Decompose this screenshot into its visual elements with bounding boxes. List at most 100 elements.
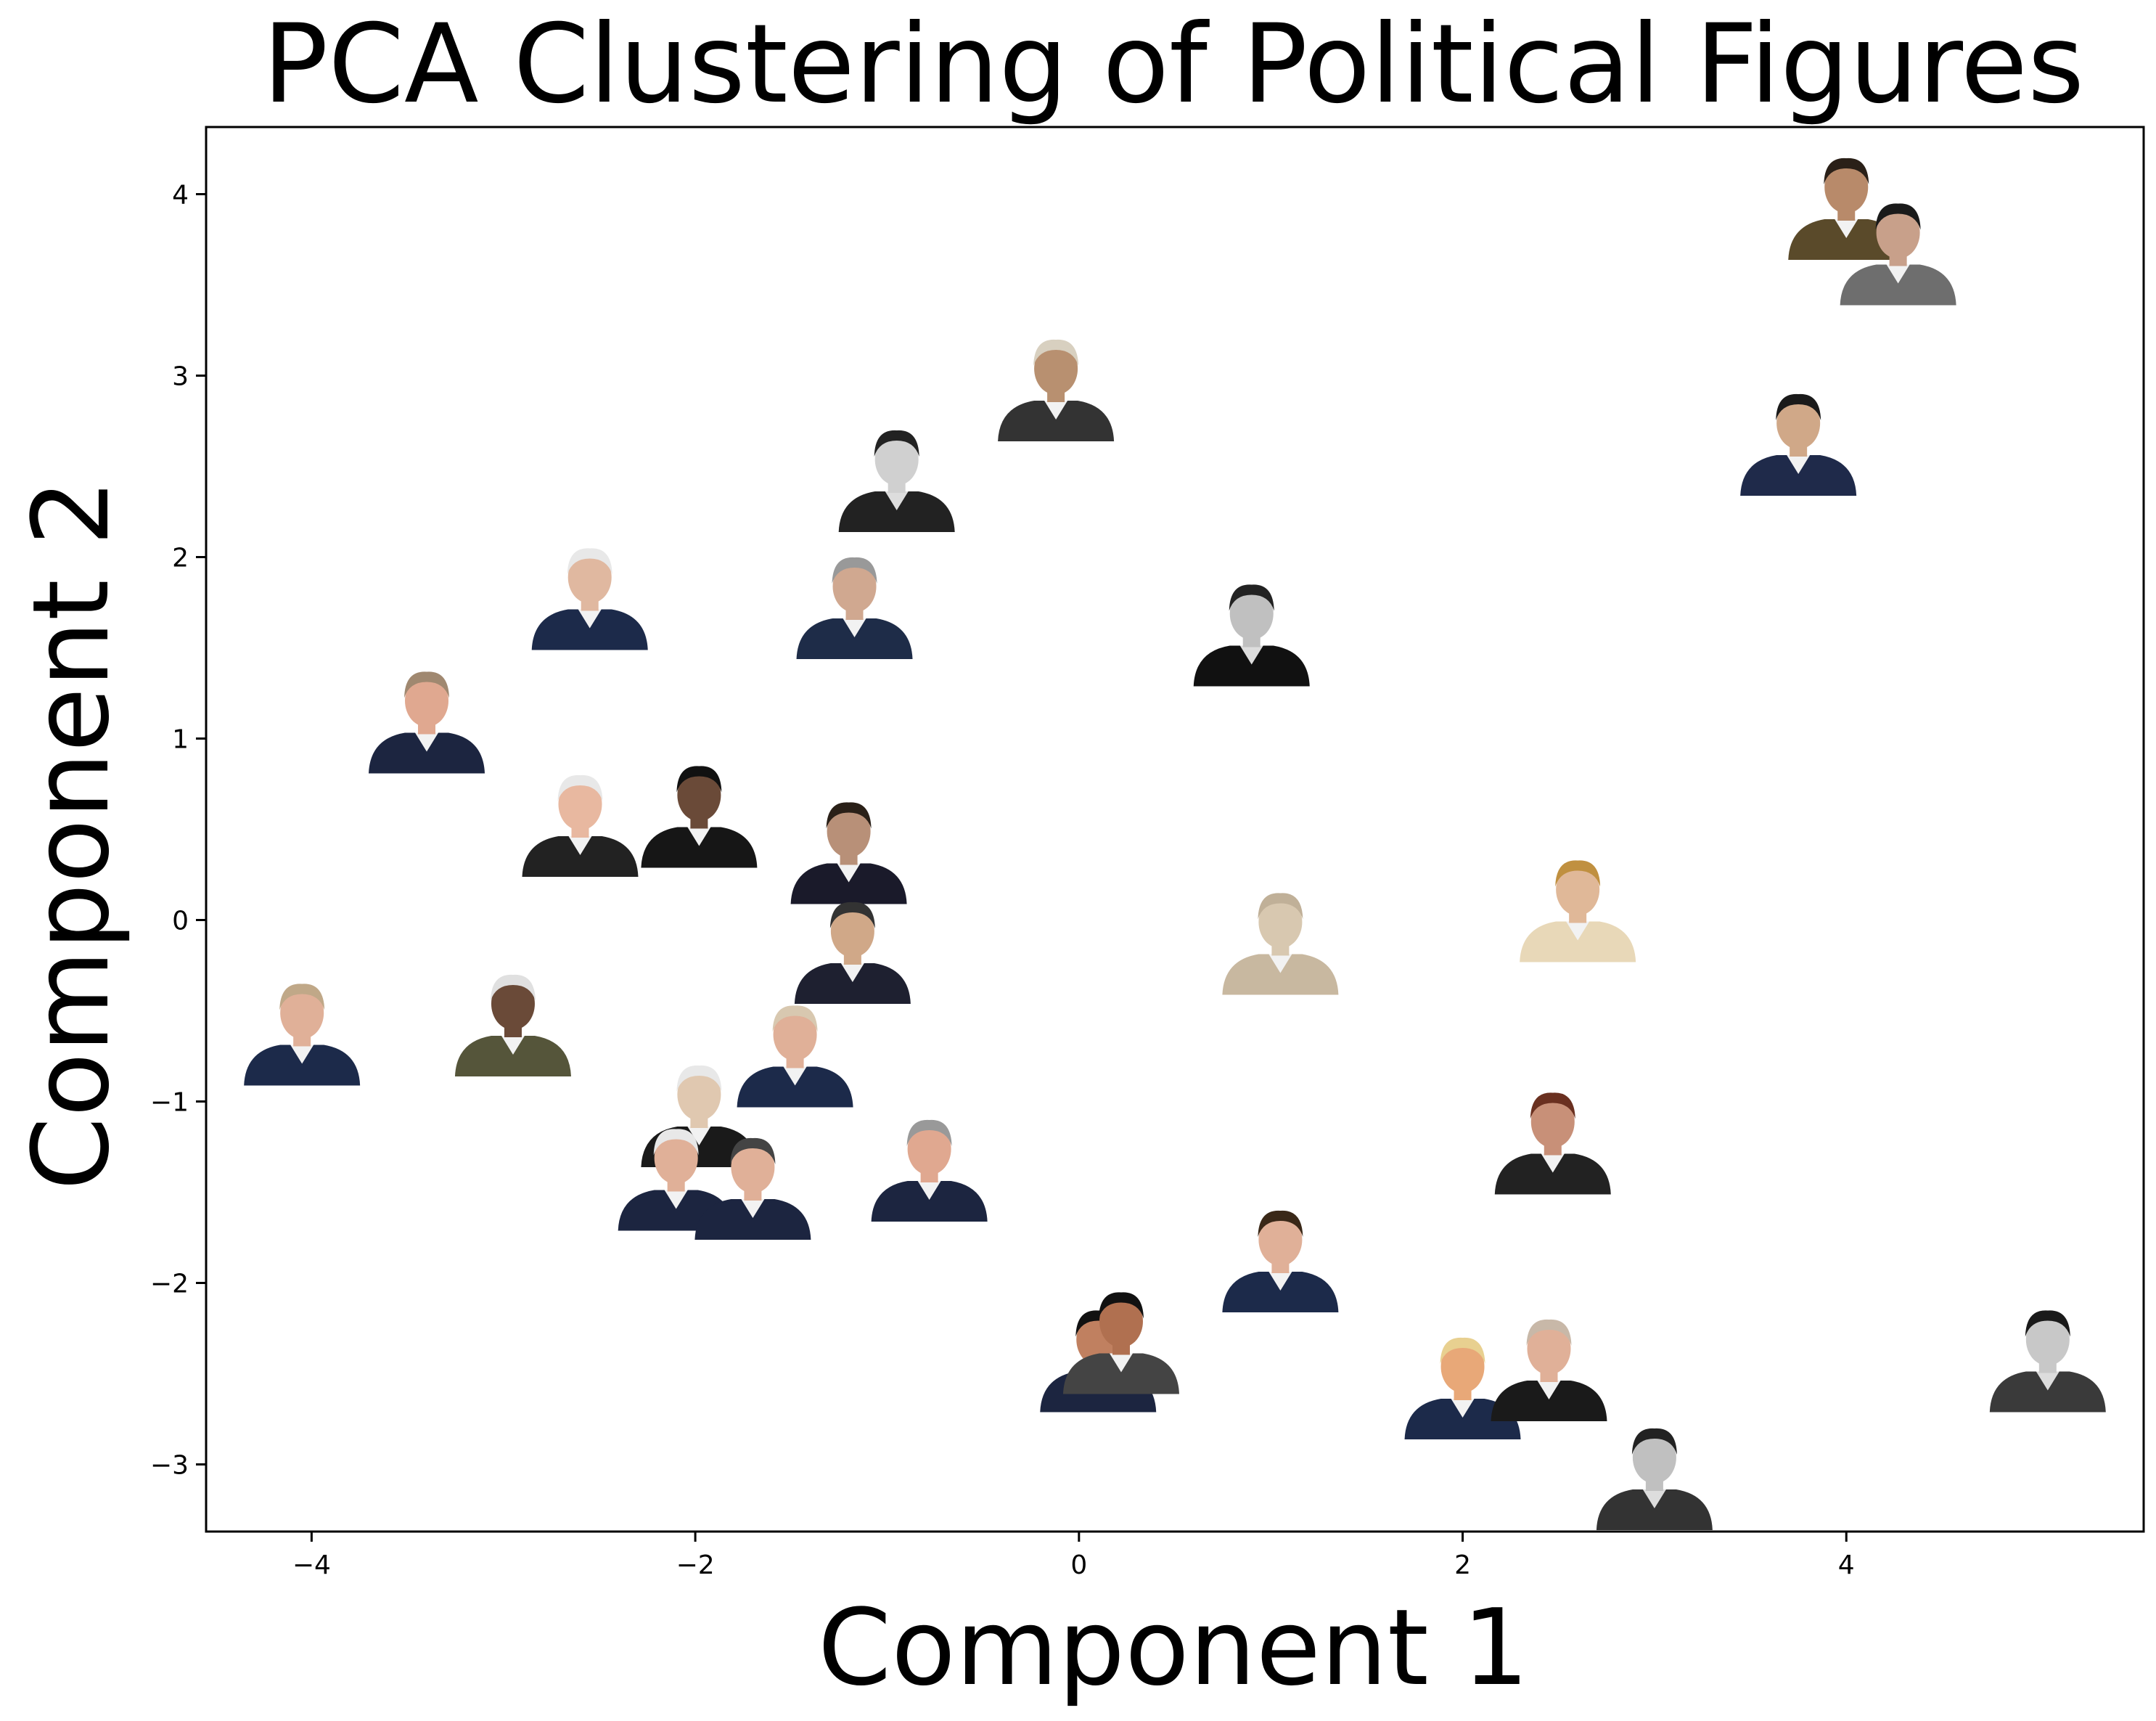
portrait-marker [1740,393,1857,496]
portrait-marker [1222,1210,1339,1312]
portrait-suit [794,963,911,1004]
portrait-hair [1440,1337,1485,1364]
portrait-collar [578,609,602,629]
portrait-face [1876,206,1920,259]
portrait-collar [917,1181,941,1200]
portrait-hair [772,1005,818,1032]
portrait-suit [244,1045,361,1086]
portrait-face [874,433,919,486]
portrait-marker [641,766,758,868]
portrait-hair [1258,1210,1303,1237]
portrait-marker [1788,158,1905,260]
portrait-face [567,551,612,604]
portrait-collar [1835,219,1858,238]
x-tick-label: −4 [292,1550,331,1580]
portrait-collar [1537,1381,1561,1399]
portrait-face [1527,1323,1571,1375]
portrait-face [1556,863,1600,916]
y-tick-label: −3 [150,1451,189,1481]
portrait-hair [1258,893,1303,920]
portrait-hair [567,548,612,575]
portrait-marker [1193,584,1310,687]
portrait-suit [790,863,907,904]
portrait-face [280,986,324,1039]
portrait-collar [687,827,711,846]
portrait-collar [1239,645,1263,665]
portrait-suit [1193,645,1310,687]
portrait-suit [522,836,639,877]
portrait-marker [794,902,911,1004]
portrait-hair [826,802,872,829]
portrait-face [773,1008,817,1061]
portrait-suit [796,618,913,659]
portrait-hair [1875,203,1921,230]
portrait-marker [1491,1319,1607,1421]
y-tick-label: 2 [172,544,189,573]
portrait-face [491,978,535,1030]
portrait-suit [737,1066,853,1108]
y-tick-label: 3 [172,362,189,392]
portrait-face [1632,1431,1676,1484]
portrait-suit [1989,1371,2106,1413]
portrait-marker [871,1119,988,1222]
portrait-suit [1062,1353,1179,1394]
portrait-face [1440,1341,1485,1393]
portrait-suit [1596,1489,1713,1530]
portrait-suit [1788,219,1905,260]
portrait-hair [557,774,603,801]
portrait-face [827,805,871,858]
portrait-collar [687,1127,711,1145]
portrait-collar [664,1190,688,1209]
portrait-hair [1229,584,1274,611]
portrait-collar [501,1036,525,1055]
portrait-marker [1520,860,1636,962]
portrait-collar [1268,954,1292,973]
portrait-hair [1033,339,1079,366]
portrait-suit [1840,264,1956,306]
x-axis-label: Component 1 [818,1587,1529,1709]
portrait-collar [1109,1353,1133,1373]
portrait-marker [244,984,361,1086]
x-tick-label: 0 [1070,1550,1087,1580]
portrait-collar [1886,264,1910,284]
portrait-collar [2036,1371,2059,1391]
portrait-face [1034,343,1078,395]
portrait-hair [730,1137,776,1164]
portrait-marker [1596,1428,1713,1530]
portrait-marker [1989,1310,2106,1413]
portrait-suit [694,1199,811,1240]
portrait-collar [1642,1489,1666,1508]
portrait-marker [1062,1292,1179,1394]
portrait-marker [790,802,907,904]
portrait-hair [829,902,875,928]
portrait-face [907,1123,951,1175]
plot-frame [205,126,2145,1533]
portrait-face [654,1132,698,1185]
portrait-face [1258,1214,1303,1266]
portrait-face [1776,397,1821,449]
portrait-suit [1740,455,1857,496]
data-markers [244,158,2106,1530]
portrait-marker [998,339,1115,441]
portrait-face [830,905,874,957]
portrait-collar [1787,455,1811,474]
portrait-face [1258,896,1303,949]
portrait-hair [676,1065,722,1092]
y-axis-ticks: −3 −2 −1 0 1 2 3 4 [150,181,206,1481]
portrait-collar [843,618,866,637]
portrait-suit [871,1181,988,1222]
portrait-hair [1824,158,1869,184]
portrait-suit [1222,1272,1339,1312]
portrait-suit [1494,1153,1611,1195]
portrait-face [677,1068,721,1121]
chart-title: PCA Clustering of Political Figures [263,1,2084,128]
portrait-hair [1555,860,1601,887]
portrait-collar [1451,1399,1475,1418]
portrait-suit [998,401,1115,441]
portrait-face [405,674,449,727]
portrait-collar [1268,1272,1292,1291]
portrait-face [1229,587,1274,640]
portrait-hair [676,766,722,793]
portrait-suit [1404,1399,1521,1439]
portrait-hair [404,671,450,698]
